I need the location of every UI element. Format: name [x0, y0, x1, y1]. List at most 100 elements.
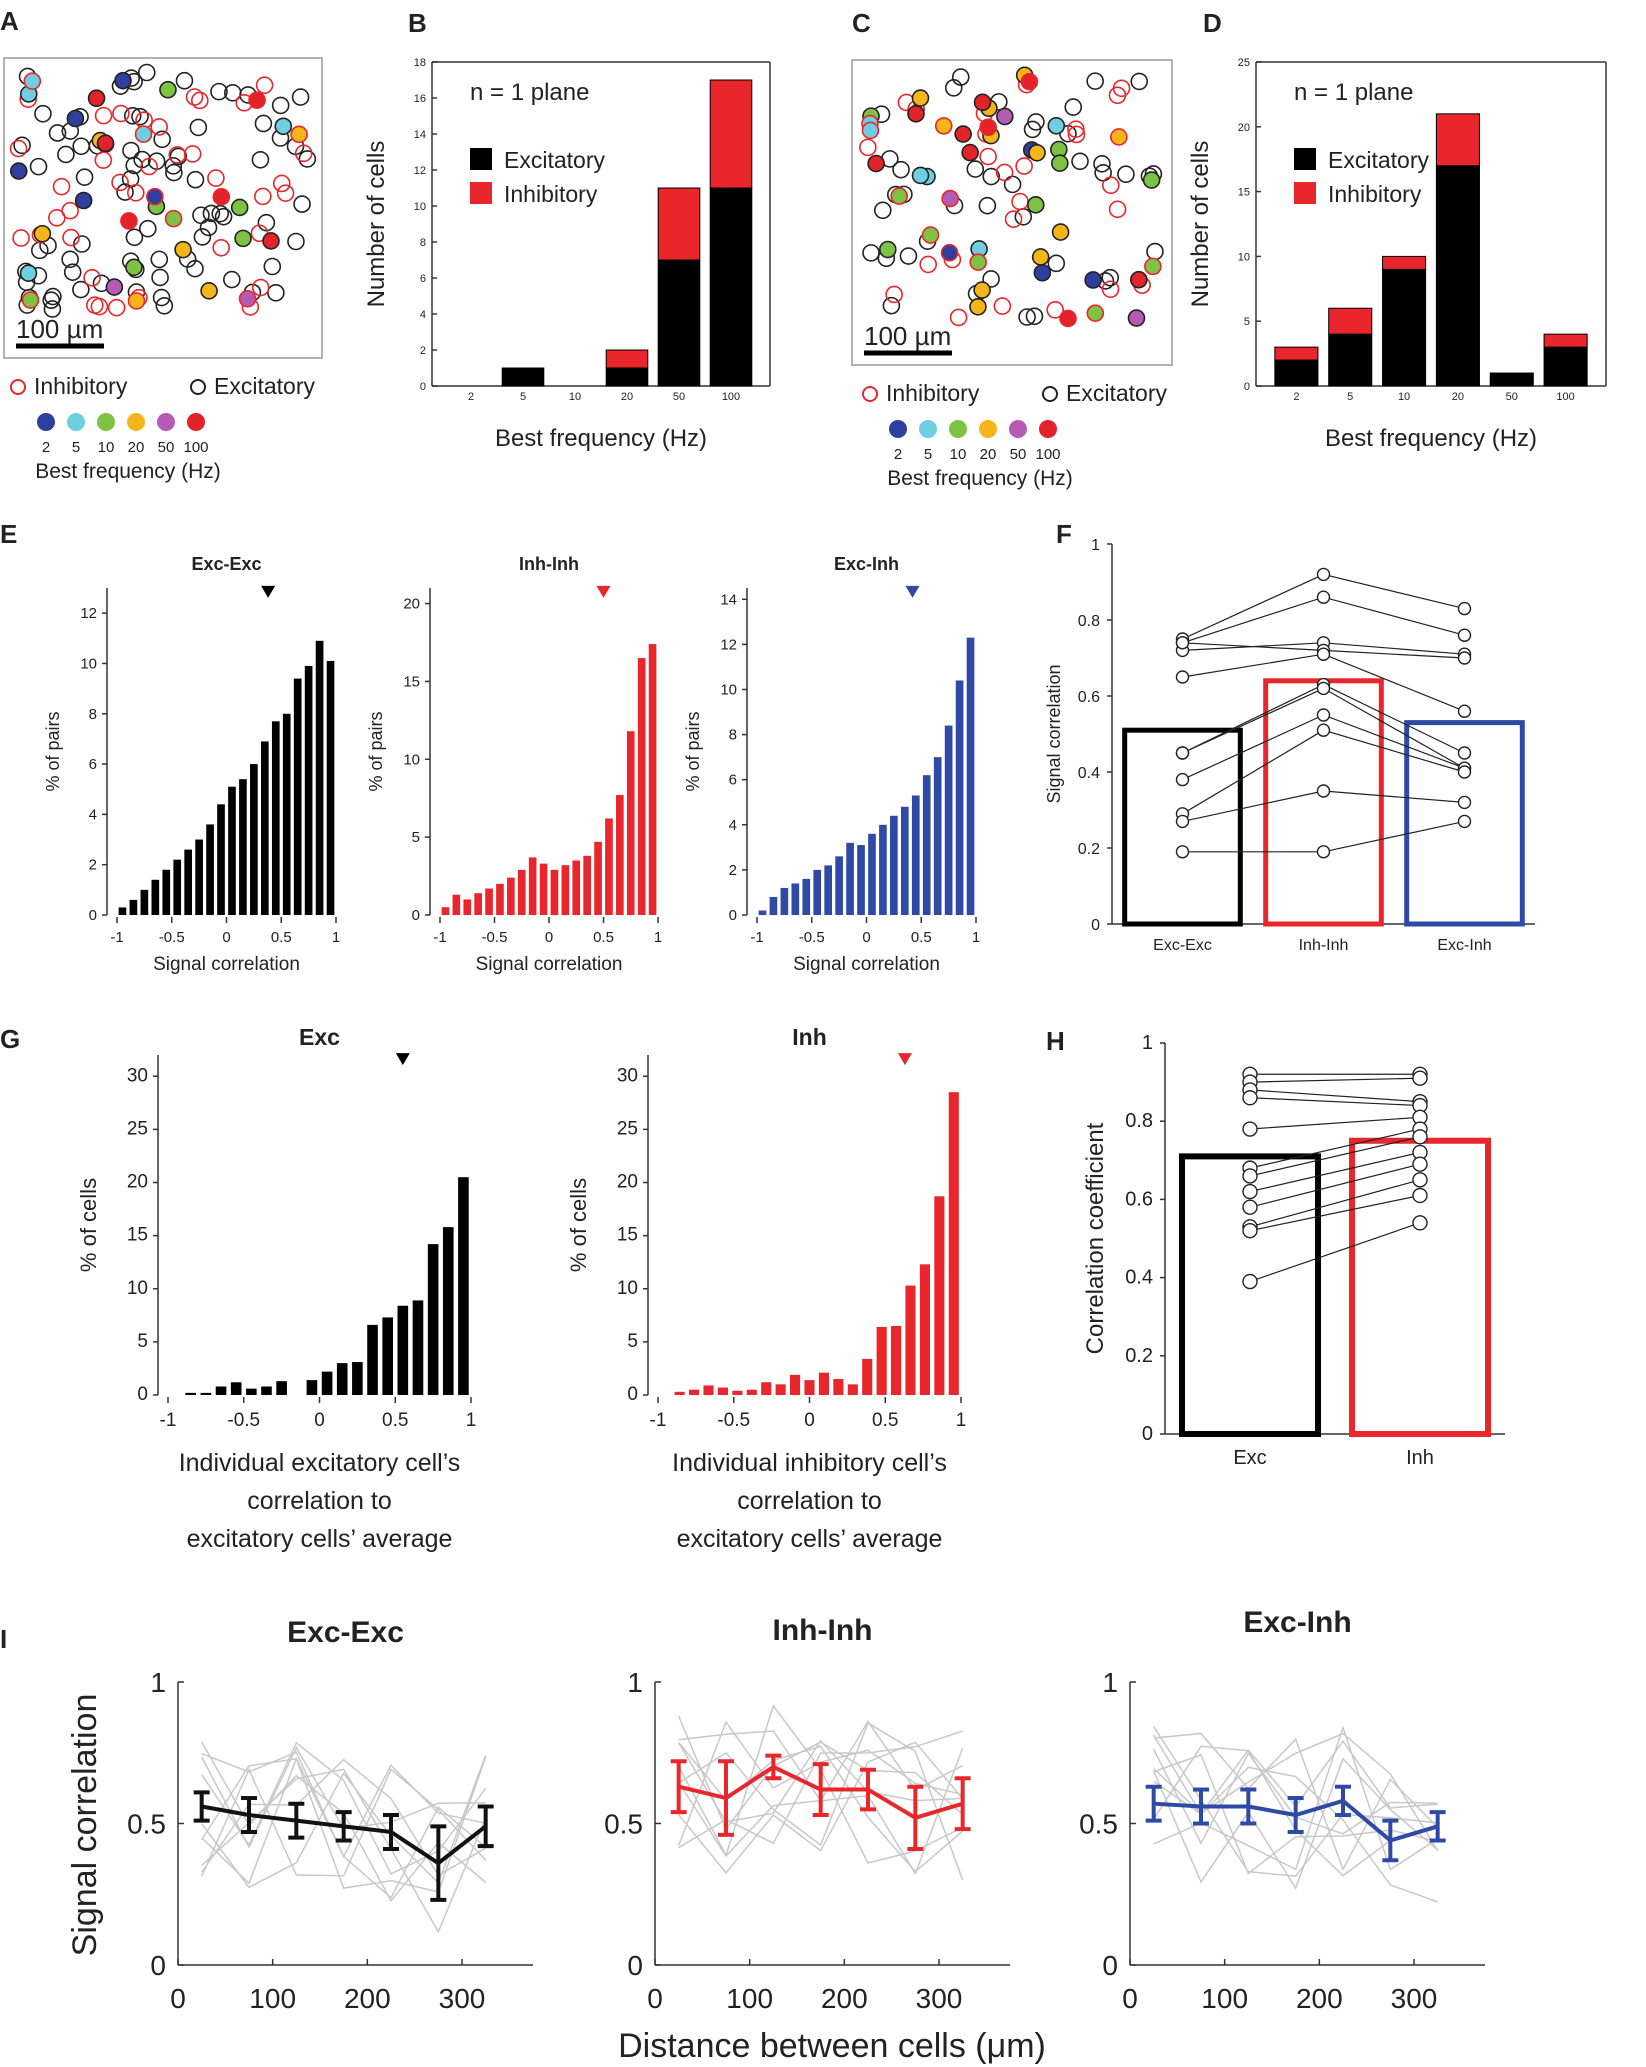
x-tick-label: 1 [332, 929, 340, 946]
y-tick-label: 30 [617, 1065, 638, 1086]
data-point [1316, 784, 1331, 798]
histogram-bar [944, 725, 953, 915]
histogram-bar [561, 865, 570, 915]
data-point [1457, 814, 1472, 829]
inhibitory-cell [111, 173, 129, 192]
inhibitory-cell [9, 139, 28, 158]
legend-excitatory-marker [190, 379, 206, 395]
subplot-title: Exc-Exc [191, 554, 261, 574]
bf-legend-value: 10 [950, 446, 967, 463]
x-tick-label: -1 [650, 1410, 667, 1431]
bf-legend-value: 100 [1035, 446, 1060, 463]
excitatory-cell [1130, 72, 1149, 91]
excitatory-cell [966, 160, 985, 178]
x-tick-label: 0.5 [872, 1410, 898, 1431]
pair-line [1249, 1097, 1421, 1107]
histogram-bar [847, 1384, 858, 1395]
excitatory-cell [862, 244, 880, 262]
y-tick-label: 25 [617, 1118, 638, 1139]
data-point [1316, 647, 1331, 661]
y-tick-label: 1 [150, 1667, 166, 1698]
tuned-cell [19, 264, 38, 282]
tuned-cell [127, 292, 146, 310]
y-tick-label: 4 [89, 806, 97, 823]
tuned-cell [9, 162, 28, 180]
excitatory-cell [202, 204, 221, 223]
legend-swatch [1294, 182, 1316, 204]
histogram-bar [769, 896, 778, 915]
excitatory-cell [1146, 242, 1164, 261]
histogram-bar [900, 806, 909, 915]
histogram-bar [955, 680, 964, 915]
paired-bar-H: 0 0.2 0.4 0.6 0.8 1 Exc Inh Correlation coeffici… [1082, 1032, 1505, 1469]
histogram-bar [230, 1382, 242, 1395]
tuned-cell [1127, 309, 1146, 327]
data-point [1457, 795, 1472, 810]
tuned-cell [120, 212, 138, 230]
excitatory-cell [155, 296, 174, 315]
pair-line [1249, 1163, 1421, 1208]
histogram-bar [336, 1363, 348, 1395]
histogram-bar [550, 869, 559, 915]
histogram-bar [539, 863, 548, 915]
tuned-cell [973, 281, 991, 299]
histogram-bar [185, 1392, 197, 1395]
histogram-bar [239, 779, 247, 915]
histogram-bar [922, 775, 931, 915]
tuned-cell [907, 104, 925, 123]
histogram-bar [891, 1325, 902, 1395]
tuned-cell [911, 166, 930, 185]
legend-swatch [470, 182, 492, 204]
excitatory-cell [29, 157, 48, 176]
histogram-bar [966, 637, 975, 915]
excitatory-cell [291, 88, 310, 106]
excitatory-cell [1117, 165, 1135, 184]
bf-legend-dot [187, 413, 205, 431]
y-tick-label: 1 [1142, 1032, 1153, 1054]
x-tick-label: -0.5 [227, 1410, 260, 1431]
histogram-bar [315, 640, 324, 915]
tuned-cell [164, 209, 183, 228]
y-tick-label: 0 [89, 907, 97, 924]
bf-legend-value: 10 [98, 439, 115, 456]
x-axis-label: Signal correlation [793, 954, 940, 975]
histogram-bar [824, 865, 833, 915]
excitatory-cell [75, 168, 94, 186]
legend-inhibitory-marker [10, 379, 26, 395]
y-tick-label: 2 [89, 857, 97, 874]
x-tick-label: 0 [804, 1410, 815, 1431]
tuned-cell [911, 89, 930, 107]
x-tick-label: 0 [222, 929, 230, 946]
bar-excitatory [1435, 165, 1480, 387]
y-axis-label: Signal correlation [66, 1694, 104, 1957]
legend-inhibitory-label: Inhibitory [34, 373, 128, 399]
data-point [1316, 567, 1331, 582]
paired-bar-F: 0 0.2 0.4 0.6 0.8 1 Exc-Exc Inh-Inh Exc-Inh Signa… [1044, 537, 1535, 954]
tuned-cell [96, 134, 115, 153]
data-point [1457, 601, 1472, 616]
histogram-bar [835, 856, 843, 915]
tuned-cell [1142, 171, 1161, 189]
excitatory-cell [899, 247, 918, 265]
pair-line [1249, 1194, 1421, 1232]
x-tick-label: 50 [673, 391, 685, 403]
y-tick-label: 10 [720, 681, 737, 698]
histogram-bar [626, 731, 635, 915]
y-axis-label: % of cells [76, 1178, 101, 1272]
x-tick-label: 0 [647, 1983, 663, 2014]
y-tick-label: 0.8 [1078, 613, 1100, 630]
individual-trace [678, 1741, 964, 1875]
excitatory-cell [1064, 98, 1083, 116]
inhibitory-cell [140, 157, 158, 176]
histogram-bar [282, 713, 291, 915]
x-axis-label: correlation to [737, 1487, 882, 1515]
line-plot-inh-inh: 0 0.5 1 0 100 200 300 Inh-Inh [604, 1614, 1010, 2014]
bar-inhibitory [1274, 346, 1319, 361]
histogram-bar [572, 860, 581, 915]
bf-legend-dot [157, 413, 175, 431]
x-axis-label: Best frequency (Hz) [495, 425, 707, 452]
histogram-bar [813, 869, 822, 915]
excitatory-cell [169, 147, 188, 166]
x-axis-label: Best frequency (Hz) [1325, 425, 1537, 452]
pair-line [1182, 729, 1465, 815]
